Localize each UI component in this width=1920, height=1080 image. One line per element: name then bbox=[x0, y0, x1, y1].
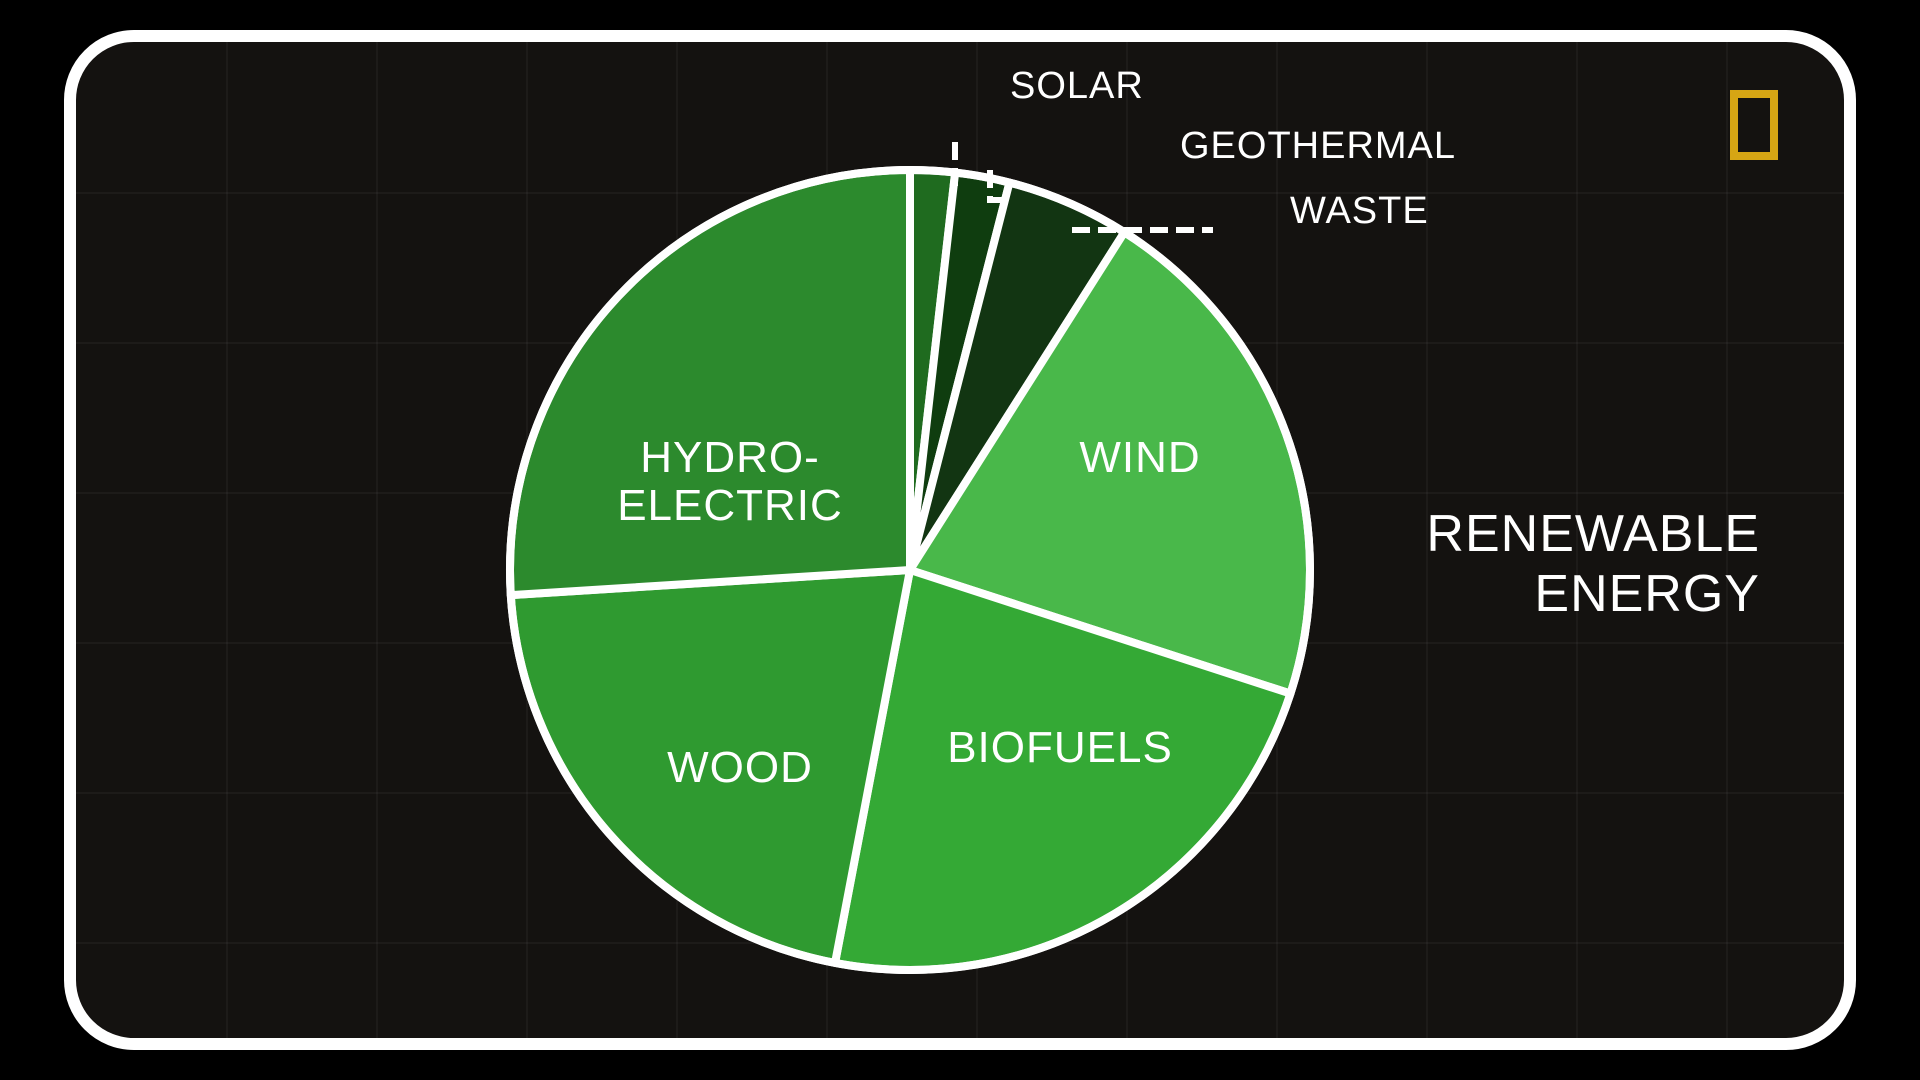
slice-label-wind: WIND bbox=[940, 434, 1340, 482]
slice-label-waste: WASTE bbox=[1290, 190, 1429, 233]
pie-labels: SOLARGEOTHERMALWASTEWINDBIOFUELSWOODHYDR… bbox=[0, 0, 1920, 1080]
stage: RENEWABLE ENERGY SOLARGEOTHERMALWASTEWIN… bbox=[0, 0, 1920, 1080]
slice-label-geothermal: GEOTHERMAL bbox=[1180, 125, 1456, 168]
slice-label-solar: SOLAR bbox=[1010, 65, 1144, 108]
slice-label-hydro-electric: HYDRO- ELECTRIC bbox=[530, 434, 930, 531]
slice-label-wood: WOOD bbox=[540, 744, 940, 792]
